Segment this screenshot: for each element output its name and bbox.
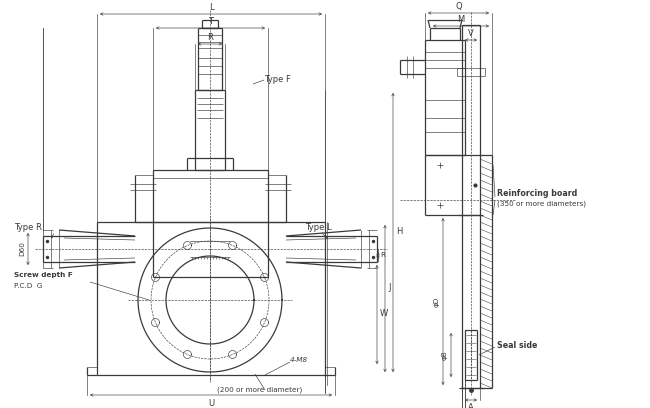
Text: R: R <box>207 33 213 42</box>
Text: Type F: Type F <box>264 75 291 84</box>
Text: A: A <box>468 403 474 408</box>
Text: M: M <box>458 15 465 24</box>
Text: W: W <box>380 310 388 319</box>
Text: 4-M8: 4-M8 <box>290 357 308 363</box>
Text: Reinforcing board: Reinforcing board <box>497 188 577 197</box>
Text: T: T <box>208 17 213 26</box>
Text: Q: Q <box>455 2 461 11</box>
Text: (200 or more diameter): (200 or more diameter) <box>217 387 303 393</box>
Text: φD: φD <box>434 296 440 307</box>
Text: J: J <box>388 284 391 293</box>
Text: Seal side: Seal side <box>497 341 538 350</box>
Text: H: H <box>396 228 402 237</box>
Text: Type R: Type R <box>14 222 42 231</box>
Text: L: L <box>209 3 213 12</box>
Text: D60: D60 <box>19 242 25 257</box>
Text: P.C.D  G: P.C.D G <box>14 283 42 289</box>
Text: R: R <box>380 252 385 258</box>
Text: U: U <box>208 399 214 408</box>
Text: φB: φB <box>442 350 448 360</box>
Text: (350 or more diameters): (350 or more diameters) <box>497 201 586 207</box>
Text: Screw depth F: Screw depth F <box>14 272 73 278</box>
Text: Type L: Type L <box>305 222 332 231</box>
Text: V: V <box>468 29 474 38</box>
